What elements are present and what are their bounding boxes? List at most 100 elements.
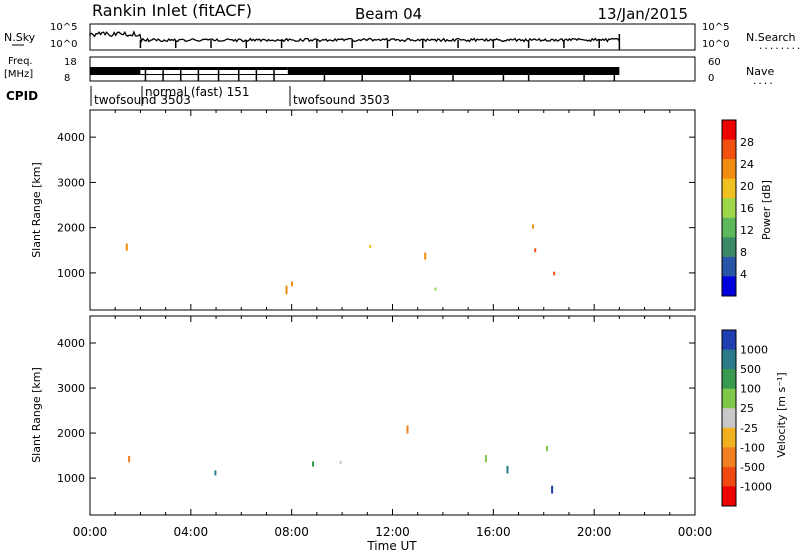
- x-tick-label: 00:00: [678, 525, 713, 539]
- y-tick-label: 3000: [57, 382, 85, 395]
- noise-panel: N.Sky 10^5 10^0 10^5 10^0 N.Search .....…: [4, 22, 800, 52]
- cpid-segment-1: twofsound 3503: [94, 93, 191, 107]
- date-title: 13/Jan/2015: [598, 5, 689, 23]
- echo-cell: [424, 252, 427, 260]
- echo-cell: [291, 281, 293, 287]
- y-tick-label: 4000: [57, 337, 85, 350]
- y-tick-label: 3000: [57, 176, 85, 189]
- colorbar-segment: [722, 427, 736, 448]
- colorbar-segment: [722, 159, 736, 180]
- power-colorbar-tick: 16: [740, 202, 754, 215]
- colorbar-segment: [722, 178, 736, 199]
- velocity-colorbar-tick: 100: [740, 383, 761, 396]
- frequency-trace: [90, 67, 620, 81]
- velocity-ylabel: Slant Range [km]: [30, 367, 43, 463]
- velocity-colorbar-tick: 1000: [740, 344, 768, 357]
- x-tick-label: 00:00: [73, 525, 108, 539]
- power-colorbar-label: Power [dB]: [760, 180, 773, 240]
- velocity-colorbar-tick: -25: [740, 422, 758, 435]
- x-tick-label: 20:00: [577, 525, 612, 539]
- freq-label: Freq.: [8, 56, 33, 67]
- velocity-colorbar-tick: -1000: [740, 480, 772, 493]
- x-axis: 00:00 04:00 08:00 12:00 16:00 20:00 00:00: [73, 525, 713, 539]
- x-tick-label: 16:00: [476, 525, 511, 539]
- echo-cell: [339, 460, 342, 465]
- velocity-scatter: [128, 425, 554, 494]
- cpid-segment-2: normal (fast) 151: [145, 85, 249, 99]
- y-tick-label: 1000: [57, 472, 85, 485]
- y-tick-label: 2000: [57, 222, 85, 235]
- colorbar-segment: [722, 139, 736, 160]
- freq-tick-bottom: 8: [64, 73, 70, 84]
- colorbar-segment: [722, 237, 736, 258]
- echo-cell: [214, 470, 217, 476]
- nave-dots: ....: [752, 77, 774, 87]
- cpid-row: CPID twofsound 3503 normal (fast) 151 tw…: [6, 85, 390, 107]
- station-title: Rankin Inlet (fitACF): [92, 1, 252, 20]
- colorbar-segment: [722, 349, 736, 370]
- velocity-colorbar: 1000 500 100 25 -25 -100 -500 -1000: [721, 329, 772, 507]
- nave-tick-bottom: 0: [708, 73, 714, 84]
- colorbar-segment: [722, 217, 736, 238]
- x-tick-label: 08:00: [274, 525, 309, 539]
- beam-title: Beam 04: [355, 5, 422, 23]
- power-colorbar-tick: 24: [740, 158, 754, 171]
- power-frame: [89, 109, 696, 311]
- colorbar-segment: [722, 198, 736, 219]
- nave-label: Nave: [746, 65, 774, 78]
- echo-cell: [506, 465, 509, 474]
- echo-cell: [406, 425, 409, 434]
- echo-cell: [553, 271, 556, 276]
- velocity-colorbar-tick: -100: [740, 441, 765, 454]
- sky-tick-top: 10^5: [50, 22, 77, 33]
- noise-line: [89, 30, 620, 43]
- search-tick-top: 10^5: [702, 22, 729, 33]
- x-tick-label: 12:00: [375, 525, 410, 539]
- search-tick-bottom: 10^0: [702, 39, 729, 50]
- colorbar-segment: [722, 466, 736, 487]
- power-colorbar-tick: 8: [740, 246, 747, 259]
- echo-cell: [128, 456, 131, 463]
- frequency-gap: [140, 70, 288, 74]
- echo-cell: [125, 243, 128, 251]
- echo-cell: [546, 445, 548, 452]
- velocity-frame: [89, 315, 696, 516]
- y-tick-label: 1000: [57, 267, 85, 280]
- echo-cell: [312, 461, 314, 467]
- power-colorbar-tick: 28: [740, 136, 754, 149]
- echo-cell: [369, 245, 372, 249]
- power-ylabel: Slant Range [km]: [30, 162, 43, 258]
- velocity-colorbar-tick: 25: [740, 402, 754, 415]
- velocity-colorbar-tick: -500: [740, 461, 765, 474]
- colorbar-frame: [721, 329, 737, 507]
- colorbar-segment: [722, 447, 736, 468]
- colorbar-segment: [722, 408, 736, 429]
- echo-cell: [532, 224, 534, 229]
- velocity-colorbar-label: Velocity [m s⁻¹]: [775, 372, 788, 457]
- velocity-colorbar-tick: 500: [740, 363, 761, 376]
- frequency-band: [90, 67, 141, 75]
- colorbar-segment: [722, 276, 736, 297]
- echo-cell: [484, 455, 487, 463]
- n-sky-label: N.Sky: [4, 31, 36, 44]
- colorbar-segment: [722, 120, 736, 141]
- cpid-segment-3: twofsound 3503: [293, 93, 390, 107]
- echo-cell: [285, 285, 288, 295]
- sky-tick-bottom: 10^0: [50, 39, 77, 50]
- x-tick-label: 04:00: [174, 525, 209, 539]
- cpid-label: CPID: [6, 89, 38, 103]
- nave-tick-top: 60: [708, 57, 721, 68]
- colorbar-frame: [721, 119, 737, 297]
- power-scatter: [125, 224, 556, 295]
- y-tick-label: 2000: [57, 427, 85, 440]
- n-search-label: N.Search: [746, 31, 796, 44]
- power-colorbar-tick: 4: [740, 268, 747, 281]
- power-colorbar-tick: 20: [740, 180, 754, 193]
- echo-cell: [534, 248, 537, 253]
- colorbar-segment: [722, 330, 736, 351]
- echo-cell: [434, 287, 437, 291]
- n-search-dots: ........: [758, 42, 800, 52]
- freq-tick-top: 18: [64, 57, 77, 68]
- freq-unit-label: [MHz]: [4, 69, 33, 80]
- colorbar-segment: [722, 369, 736, 390]
